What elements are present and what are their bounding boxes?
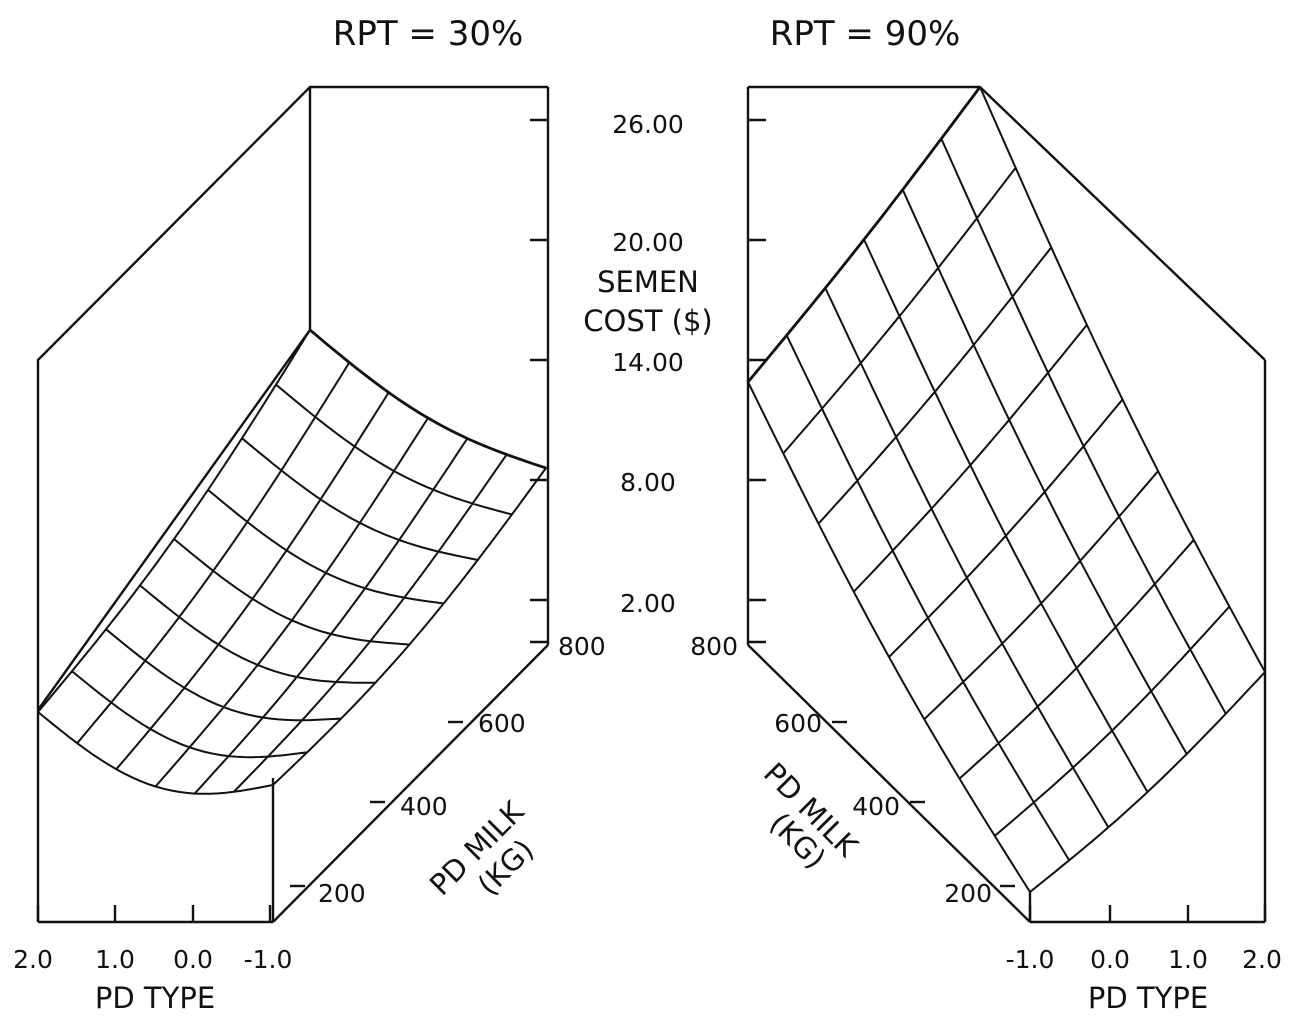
left-x-tick-label: 1.0 — [95, 945, 135, 974]
left-x-tick-label: -1.0 — [244, 945, 293, 974]
right-box-frame — [746, 85, 1267, 924]
right-chart: RPT = 90% -1.0 0.0 1.0 2.0 PD TYPE — [690, 14, 1282, 1015]
left-surface-mesh — [37, 329, 547, 795]
left-surface — [37, 328, 547, 795]
left-box-front-face — [36, 85, 312, 712]
left-y-tick-label: 800 — [558, 632, 606, 661]
right-box-top-side — [979, 86, 1266, 361]
left-chart-title: RPT = 30% — [333, 14, 524, 54]
right-box-base-depth — [747, 644, 1031, 923]
left-x-axis-label: PD TYPE — [95, 981, 215, 1015]
left-y-axis: 200 400 600 800 PD MILK (KG) — [290, 632, 606, 908]
right-y-tick-label: 800 — [690, 632, 738, 661]
right-x-tick-label: 2.0 — [1242, 945, 1282, 974]
z-tick-label: 8.00 — [620, 468, 676, 497]
left-x-tick-label: 0.0 — [173, 945, 213, 974]
right-y-tick-label: 600 — [774, 709, 822, 738]
left-surface-edge — [309, 328, 547, 470]
z-axis-label-line2: COST ($) — [583, 304, 713, 338]
z-tick-label: 20.00 — [612, 228, 684, 257]
left-y-tick-label: 600 — [478, 709, 526, 738]
right-y-axis: 200 400 600 800 PD MILK (KG) — [690, 632, 1015, 908]
right-x-tick-label: 0.0 — [1090, 945, 1130, 974]
z-tick-label: 2.00 — [620, 589, 676, 618]
right-y-tick-label: 400 — [852, 792, 900, 821]
left-x-axis: 2.0 1.0 0.0 -1.0 PD TYPE — [13, 905, 292, 1015]
right-x-tick-label: -1.0 — [1006, 945, 1055, 974]
right-x-axis: -1.0 0.0 1.0 2.0 PD TYPE — [1006, 905, 1282, 1015]
z-axis-label-line1: SEMEN — [597, 265, 699, 299]
right-z-ticks — [748, 118, 766, 602]
right-x-tick-label: 1.0 — [1168, 945, 1208, 974]
right-surface-edge — [746, 86, 982, 383]
right-surface — [746, 86, 1266, 893]
z-tick-label: 14.00 — [612, 348, 684, 377]
left-y-tick-label: 400 — [400, 792, 448, 821]
z-axis: 2.00 8.00 14.00 20.00 26.00 SEMEN COST (… — [530, 110, 766, 618]
left-y-tick-label: 200 — [318, 879, 366, 908]
right-surface-mesh — [747, 86, 1266, 893]
left-chart: RPT = 30% 2.0 1.0 0.0 -1.0 PD TYPE — [13, 14, 606, 1015]
left-x-tick-label: 2.0 — [13, 945, 53, 974]
left-box-base-depth — [272, 644, 549, 923]
right-chart-title: RPT = 90% — [770, 14, 961, 54]
right-y-tick-label: 200 — [944, 879, 992, 908]
left-z-ticks — [530, 118, 548, 602]
z-tick-label: 26.00 — [612, 110, 684, 139]
right-x-axis-label: PD TYPE — [1088, 981, 1208, 1015]
